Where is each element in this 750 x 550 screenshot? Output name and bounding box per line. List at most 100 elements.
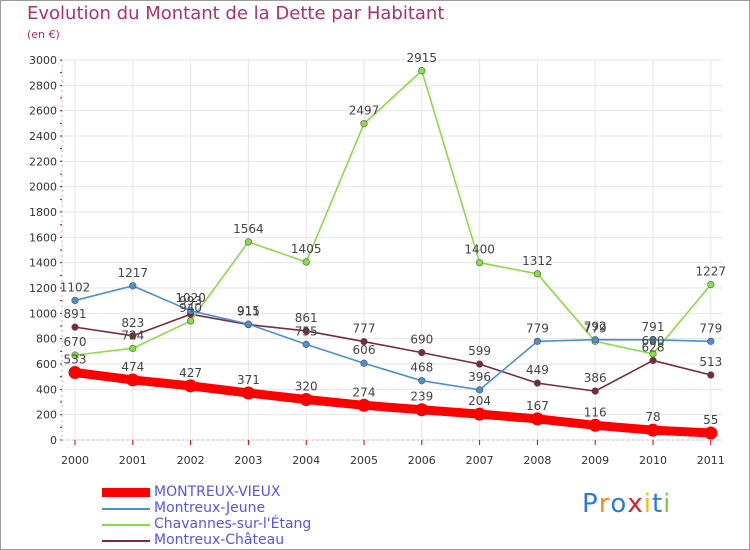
- y-tick-label: 800: [36, 333, 57, 346]
- data-point: [707, 371, 715, 379]
- data-point: [418, 67, 426, 75]
- data-label: 1400: [464, 243, 495, 257]
- data-label: 1102: [60, 280, 91, 294]
- logo-letter: i: [663, 489, 672, 519]
- y-tick-label: 2400: [29, 130, 57, 143]
- data-point: [244, 238, 252, 246]
- x-tick-label: 2000: [61, 454, 89, 467]
- data-point: [302, 327, 310, 335]
- data-label: 779: [699, 321, 722, 335]
- data-point: [187, 317, 195, 325]
- logo-letter: P: [582, 489, 599, 519]
- data-point: [591, 336, 599, 344]
- data-label: 167: [526, 399, 549, 413]
- x-tick-label: 2007: [466, 454, 494, 467]
- data-label: 724: [121, 328, 144, 342]
- x-tick-label: 2009: [581, 454, 609, 467]
- data-label: 1227: [696, 265, 727, 279]
- x-tick-label: 2008: [523, 454, 551, 467]
- data-point: [418, 377, 426, 385]
- data-point: [302, 340, 310, 348]
- y-tick-label: 600: [36, 358, 57, 371]
- legend-label: Montreux-Château: [154, 532, 285, 548]
- data-label: 680: [642, 334, 665, 348]
- x-tick-label: 2001: [119, 454, 147, 467]
- data-label: 792: [584, 320, 607, 334]
- data-label: 779: [526, 321, 549, 335]
- series-line-3: [74, 313, 712, 392]
- data-label: 599: [468, 344, 491, 358]
- legend-swatch-montreux-vieux: [102, 488, 150, 497]
- data-label: 606: [353, 343, 376, 357]
- data-point: [126, 373, 140, 387]
- y-tick-label: 400: [36, 383, 57, 396]
- x-tick-label: 2002: [177, 454, 205, 467]
- data-label: 777: [353, 322, 376, 336]
- data-point: [473, 407, 487, 421]
- legend-label: MONTREUX-VIEUX: [154, 484, 281, 500]
- data-point: [533, 337, 542, 345]
- y-tick-label: 1400: [29, 257, 57, 270]
- data-label: 427: [179, 366, 202, 380]
- data-point: [68, 365, 82, 379]
- data-label: 239: [410, 390, 433, 404]
- data-point: [302, 258, 310, 266]
- data-label: 2497: [349, 104, 380, 118]
- data-point: [244, 320, 252, 328]
- data-label: 791: [642, 320, 665, 334]
- data-label: 533: [64, 352, 87, 366]
- legend-label: Montreux-Jeune: [154, 500, 266, 516]
- data-point: [533, 270, 542, 278]
- logo-letter: t: [651, 489, 664, 519]
- x-tick-label: 2006: [408, 454, 436, 467]
- y-tick-label: 0: [50, 434, 57, 447]
- logo-letter: o: [610, 489, 628, 519]
- x-tick-label: 2011: [697, 454, 725, 467]
- data-point: [707, 337, 715, 345]
- data-point: [591, 387, 599, 395]
- data-point: [360, 337, 368, 346]
- data-point: [71, 323, 79, 331]
- y-tick-label: 2200: [29, 155, 57, 168]
- y-tick-label: 1800: [29, 206, 57, 219]
- data-point: [418, 349, 426, 357]
- data-label: 1564: [233, 222, 264, 236]
- y-tick-label: 2800: [29, 79, 57, 92]
- y-tick-label: 3000: [29, 54, 57, 67]
- data-label: 396: [468, 370, 491, 384]
- data-point: [129, 344, 137, 352]
- data-label: 116: [584, 405, 607, 419]
- data-label: 513: [699, 355, 722, 369]
- data-point: [707, 280, 715, 289]
- data-label: 204: [468, 394, 491, 408]
- data-label: 320: [295, 379, 318, 393]
- data-point: [530, 412, 544, 426]
- data-label: 911: [237, 305, 260, 319]
- data-label: 274: [353, 385, 376, 399]
- legend-swatch-montreux-chateau: [102, 540, 150, 542]
- data-label: 823: [121, 316, 144, 330]
- x-tick-label: 2010: [639, 454, 667, 467]
- data-point: [357, 398, 371, 412]
- data-point: [646, 423, 660, 437]
- data-label: 690: [410, 333, 433, 347]
- data-label: 78: [645, 410, 660, 424]
- data-point: [476, 386, 484, 394]
- data-point: [476, 360, 484, 368]
- data-label: 1217: [118, 266, 149, 280]
- data-point: [187, 307, 195, 315]
- data-point: [241, 386, 255, 400]
- data-label: 940: [179, 301, 202, 315]
- data-point: [129, 332, 137, 340]
- x-tick-label: 2005: [350, 454, 378, 467]
- data-label: 755: [295, 324, 318, 338]
- x-tick-label: 2003: [234, 454, 262, 467]
- data-label: 386: [584, 371, 607, 385]
- legend-swatch-chavannes: [102, 524, 150, 526]
- data-label: 993: [179, 294, 202, 308]
- data-label: 55: [703, 413, 718, 427]
- data-point: [184, 379, 198, 393]
- chart-title: Evolution du Montant de la Dette par Hab…: [27, 3, 445, 24]
- data-label: 1020: [175, 291, 206, 305]
- data-label: 891: [64, 307, 87, 321]
